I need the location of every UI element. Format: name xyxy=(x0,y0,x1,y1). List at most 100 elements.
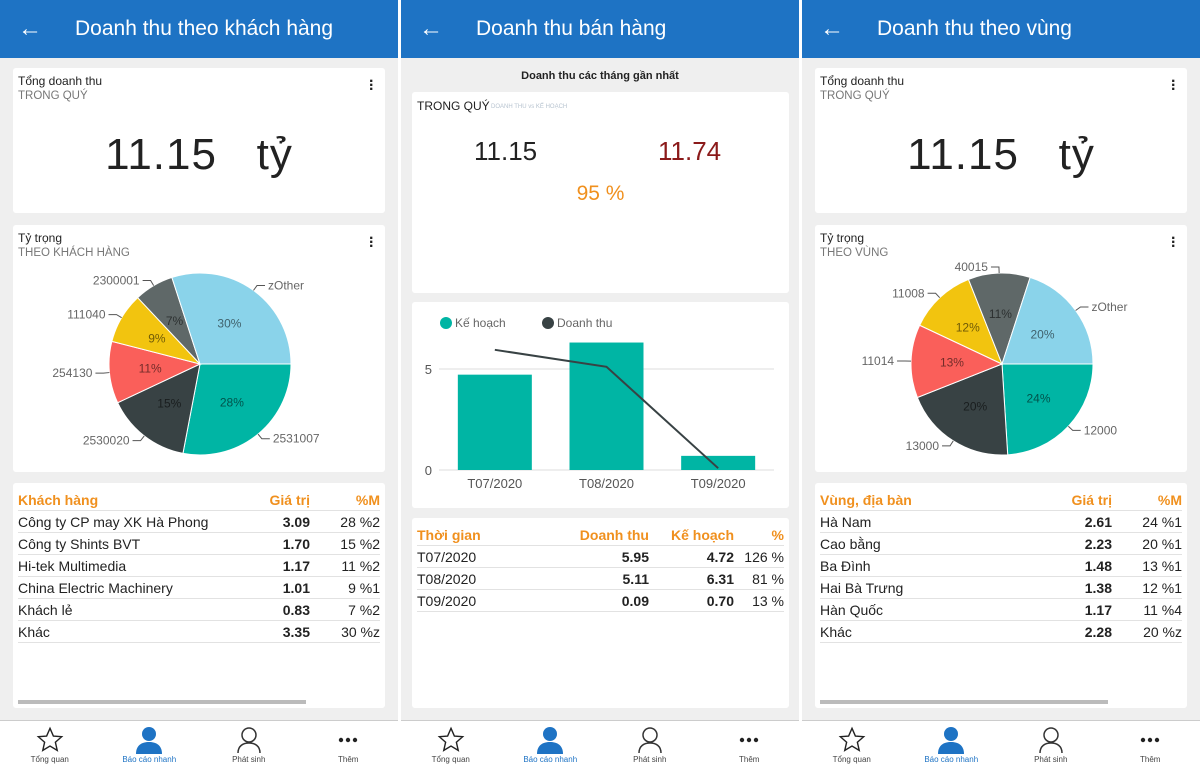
table-row[interactable]: T08/2020 5.11 6.31 81 % xyxy=(417,568,784,590)
slice-percent-label: 12% xyxy=(956,321,980,335)
table-row[interactable]: Hi-tek Multimedia 1.17 11 %2 xyxy=(18,555,380,577)
nav-item-0[interactable]: Tổng quan xyxy=(802,721,902,778)
bar[interactable] xyxy=(457,374,532,470)
pie-slice[interactable] xyxy=(916,363,1009,456)
more-icon xyxy=(299,725,399,755)
table-cell: 1.38 xyxy=(1084,579,1112,596)
star-icon xyxy=(401,725,501,755)
table-row[interactable]: Hà Nam 2.61 24 %1 xyxy=(820,511,1182,533)
nav-item-2[interactable]: Phát sinh xyxy=(600,721,700,778)
nav-label: Báo cáo nhanh xyxy=(122,755,177,764)
table-cell: Cao bằng xyxy=(820,535,881,552)
table-cell: 24 %1 xyxy=(1142,513,1182,530)
nav-item-2[interactable]: Phát sinh xyxy=(199,721,299,778)
table-row[interactable]: Khác 3.35 30 %z xyxy=(18,621,380,643)
pie-slice[interactable] xyxy=(1001,276,1094,365)
table-row[interactable]: China Electric Machinery 1.01 9 %1 xyxy=(18,577,380,599)
horizontal-scrollbar[interactable] xyxy=(820,700,1108,704)
legend-label: Doanh thu xyxy=(557,316,612,330)
person-outline-icon xyxy=(1001,725,1101,755)
table-card: Thời gian Doanh thu Kế hoạch% T07/2020 5.95 4… xyxy=(412,518,789,708)
more-vertical-icon[interactable]: · · · xyxy=(369,73,375,98)
table-cell: 6.31 xyxy=(706,570,734,587)
table-card: Vùng, địa bàn Giá trị %M Hà Nam 2.61 24 %1 Cao… xyxy=(815,483,1187,708)
back-arrow-icon[interactable]: ← xyxy=(820,15,844,42)
table-header: Thời gian Doanh thu Kế hoạch% xyxy=(417,524,784,546)
table-row[interactable]: Cao bằng 2.23 20 %1 xyxy=(820,533,1182,555)
card-title: Tỷ trọng xyxy=(820,231,865,245)
person-filled-icon xyxy=(100,725,200,755)
section-title: Doanh thu các tháng gần nhất xyxy=(521,70,679,82)
bar[interactable] xyxy=(569,342,644,470)
leader-line xyxy=(253,285,266,291)
table-cell: Hàn Quốc xyxy=(820,601,884,618)
table-row[interactable]: Khách lẻ 0.83 7 %2 xyxy=(18,599,380,621)
slice-percent-label: 13% xyxy=(940,355,964,369)
table-row[interactable]: T09/2020 0.09 0.70 13 % xyxy=(417,590,784,612)
column-header: Thời gian xyxy=(417,526,481,543)
pie-slice[interactable] xyxy=(910,324,1004,399)
table-cell: 4.72 xyxy=(706,548,734,565)
table-cell: 0.83 xyxy=(282,601,310,618)
bar[interactable] xyxy=(681,455,756,470)
nav-item-1[interactable]: Báo cáo nhanh xyxy=(902,721,1002,778)
table-row[interactable]: Khác 2.28 20 %z xyxy=(820,621,1182,643)
table-cell: Khác xyxy=(18,623,50,640)
table-row[interactable]: Công ty CP may XK Hà Phong 3.09 28 %2 xyxy=(18,511,380,533)
pie-slice[interactable] xyxy=(116,363,201,454)
horizontal-scrollbar[interactable] xyxy=(18,700,306,704)
nav-item-3[interactable]: Thêm xyxy=(700,721,800,778)
table-row[interactable]: Hàn Quốc 1.17 11 %4 xyxy=(820,599,1182,621)
slice-label: 11008 xyxy=(892,286,925,300)
nav-item-2[interactable]: Phát sinh xyxy=(1001,721,1101,778)
table-cell: Hai Bà Trưng xyxy=(820,579,904,596)
table-cell: Khác xyxy=(820,623,852,640)
nav-item-0[interactable]: Tổng quan xyxy=(401,721,501,778)
share-card: Tỷ trọng THEO VÙNG · · · 24% 12000 20% 13000 1… xyxy=(815,225,1187,472)
table-row[interactable]: Hai Bà Trưng 1.38 12 %1 xyxy=(820,577,1182,599)
table-cell: 3.09 xyxy=(282,513,310,530)
table-cell: 30 %z xyxy=(341,623,380,640)
nav-label: Thêm xyxy=(338,755,359,764)
app-header: ← Doanh thu theo khách hàng xyxy=(0,0,398,58)
slice-percent-label: 11% xyxy=(989,307,1012,321)
table-cell: T09/2020 xyxy=(417,592,477,609)
more-vertical-icon[interactable]: · · · xyxy=(1171,73,1177,98)
pie-slice[interactable] xyxy=(918,278,1003,365)
nav-item-1[interactable]: Báo cáo nhanh xyxy=(100,721,200,778)
table-row[interactable]: Ba Đình 1.48 13 %1 xyxy=(820,555,1182,577)
leader-line xyxy=(108,314,122,319)
more-vertical-icon[interactable]: · · · xyxy=(1171,230,1177,255)
share-card: Tỷ trọng THEO KHÁCH HÀNG · · · 28% 2531007 1… xyxy=(13,225,385,472)
leader-line xyxy=(942,440,954,447)
table-cell: 2.28 xyxy=(1084,623,1112,640)
table-row[interactable]: Công ty Shints BVT 1.70 15 %2 xyxy=(18,533,380,555)
table-cell: 28 %2 xyxy=(340,513,380,530)
table-cell: 15 %2 xyxy=(340,535,380,552)
star-icon xyxy=(802,725,902,755)
slice-label: 13000 xyxy=(906,439,940,453)
x-tick-label: T08/2020 xyxy=(579,476,634,491)
table-row[interactable]: T07/2020 5.95 4.72 126 % xyxy=(417,546,784,568)
table-cell: 1.01 xyxy=(282,579,310,596)
legend-label: Kế hoạch xyxy=(455,316,506,330)
back-arrow-icon[interactable]: ← xyxy=(419,15,443,42)
nav-item-0[interactable]: Tổng quan xyxy=(0,721,100,778)
total-revenue-card: Tổng doanh thu TRONG QUÝ · · · 11.15 tỷ xyxy=(13,68,385,213)
app-header: ← Doanh thu bán hàng xyxy=(401,0,799,58)
table-cell: 0.70 xyxy=(706,592,734,609)
nav-item-3[interactable]: Thêm xyxy=(1101,721,1200,778)
table-cell: Khách lẻ xyxy=(18,601,73,618)
total-value: 11.15 tỷ xyxy=(105,130,293,179)
nav-item-3[interactable]: Thêm xyxy=(299,721,399,778)
slice-label: 40015 xyxy=(955,260,989,274)
nav-item-1[interactable]: Báo cáo nhanh xyxy=(501,721,601,778)
table-cell: 1.17 xyxy=(282,557,310,574)
pie-slice[interactable] xyxy=(1001,363,1094,456)
slice-label: 2300001 xyxy=(93,274,140,288)
pie-slice[interactable] xyxy=(182,363,292,456)
more-vertical-icon[interactable]: · · · xyxy=(369,230,375,255)
back-arrow-icon[interactable]: ← xyxy=(18,15,42,42)
panel-sales-revenue: ← Doanh thu bán hàng Doanh thu các tháng… xyxy=(401,0,799,778)
pie-chart: 24% 12000 20% 13000 13% 11014 12% 11008 11% 40015… xyxy=(862,260,1127,456)
